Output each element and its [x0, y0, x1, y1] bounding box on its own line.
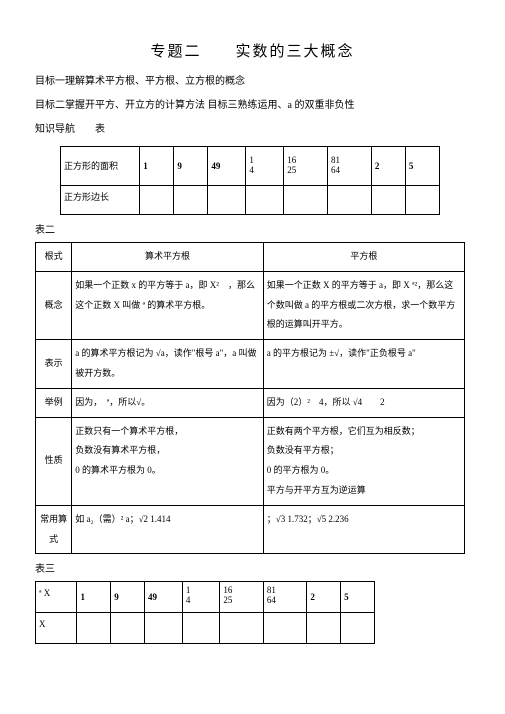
- t2-r3c3: 因为（2）² 4，所以 √4 2: [263, 388, 464, 417]
- t1-c4: 14: [246, 147, 284, 186]
- nav-label: 知识导航 表: [35, 122, 470, 138]
- t3-c6: 8164: [263, 582, 307, 613]
- t1-row1-label: 正方形的面积: [61, 147, 140, 186]
- t1-c3: 49: [208, 147, 246, 186]
- t1-c2: 9: [174, 147, 208, 186]
- t2-r5c3: ；√3 1.732；√5 2.236: [263, 505, 464, 554]
- t3-c7: 2: [307, 582, 341, 613]
- t3-c8: 5: [341, 582, 375, 613]
- t2-r2: 表示: [36, 340, 72, 389]
- t1-c6: 8164: [328, 147, 372, 186]
- t2-r4c3: 正数有两个平方根，它们互为相反数； 负数没有平方根； 0 的平方根为 0。 平方…: [263, 417, 464, 505]
- t2-r1c3: 如果一个正数 X 的平方等于 a，即 X ª²，那么这个数叫做 a 的平方根或二…: [263, 271, 464, 339]
- goal-1: 目标一理解算术平方根、平方根、立方根的概念: [35, 74, 470, 90]
- t2-r4: 性质: [36, 417, 72, 505]
- page-title: 专题二 实数的三大概念: [35, 40, 470, 64]
- t3-r1: ª X: [36, 582, 77, 613]
- label-table2: 表二: [35, 223, 470, 239]
- t2-r2c2: a 的算术平方根记为 √a，读作"根号 a"，a 叫做被开方数。: [72, 340, 263, 389]
- t2-r2c3: a 的平方根记为 ±√，读作"正负根号 a": [263, 340, 464, 389]
- t2-h1: 根式: [36, 243, 72, 272]
- t2-r3: 举例: [36, 388, 72, 417]
- t3-c5: 1625: [220, 582, 264, 613]
- t2-h3: 平方根: [263, 243, 464, 272]
- t3-r2: X: [36, 613, 77, 644]
- t3-c2: 9: [111, 582, 145, 613]
- table-3: ª X 1 9 49 14 1625 8164 2 5 X: [35, 581, 375, 644]
- t3-c4: 14: [182, 582, 220, 613]
- t2-r1: 概念: [36, 271, 72, 339]
- table-1: 正方形的面积 1 9 49 14 1625 8164 2 5 正方形边长: [60, 146, 440, 215]
- t2-r3c2: 因为， ª，所以√。: [72, 388, 263, 417]
- t3-c1: 1: [77, 582, 111, 613]
- t1-c1: 1: [140, 147, 174, 186]
- goal-2: 目标二掌握开平方、开立方的计算方法 目标三熟练运用、a 的双重非负性: [35, 98, 470, 114]
- t2-r5c2: 如 a₂（需）² a；√2 1.414: [72, 505, 263, 554]
- t2-r4c2: 正数只有一个算术平方根， 负数没有算术平方根， 0 的算术平方根为 0。: [72, 417, 263, 505]
- t1-row2-label: 正方形边长: [61, 186, 140, 215]
- t1-c7: 2: [371, 147, 405, 186]
- t2-r5: 常用算式: [36, 505, 72, 554]
- t1-c8: 5: [405, 147, 439, 186]
- t2-r1c2: 如果一个正数 x 的平方等于 a，即 X² ，那么这个正数 X 叫做 ª 的算术…: [72, 271, 263, 339]
- t1-c5: 1625: [284, 147, 328, 186]
- label-table3: 表三: [35, 562, 470, 578]
- t3-c3: 49: [145, 582, 183, 613]
- table-2: 根式 算术平方根 平方根 概念 如果一个正数 x 的平方等于 a，即 X² ，那…: [35, 242, 465, 554]
- t2-h2: 算术平方根: [72, 243, 263, 272]
